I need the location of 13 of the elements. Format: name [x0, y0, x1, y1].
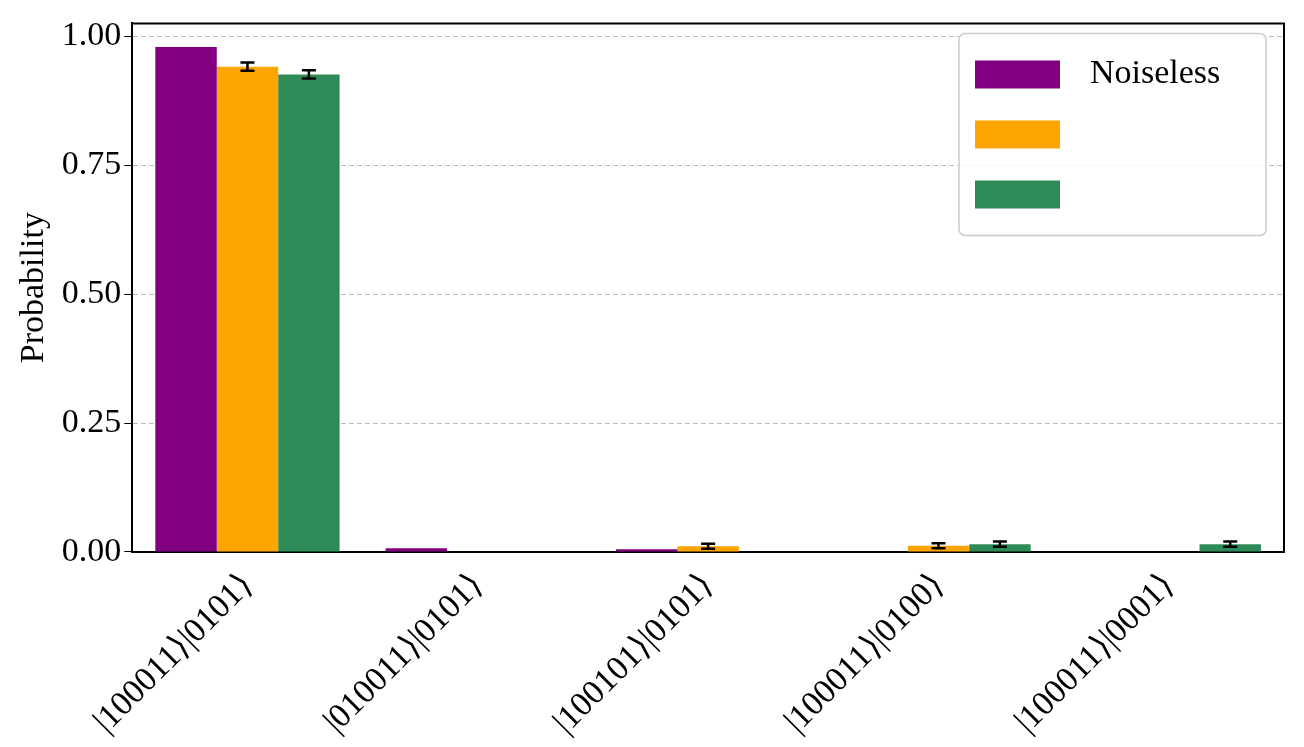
- bar: [616, 549, 678, 552]
- legend-label: Noiseless: [1090, 53, 1221, 91]
- y-tick-label: 0.50: [61, 273, 122, 311]
- bar: [385, 548, 448, 552]
- bar: [278, 74, 340, 552]
- bar: [155, 47, 217, 552]
- bar: [216, 66, 279, 552]
- y-axis-title: Probability: [13, 212, 51, 364]
- y-tick-label: 1.00: [61, 15, 122, 53]
- bar: [969, 544, 1031, 552]
- y-tick-label: 0.75: [61, 144, 122, 182]
- y-tick-label: 0.25: [61, 401, 122, 439]
- y-tick-label: 0.00: [61, 530, 122, 568]
